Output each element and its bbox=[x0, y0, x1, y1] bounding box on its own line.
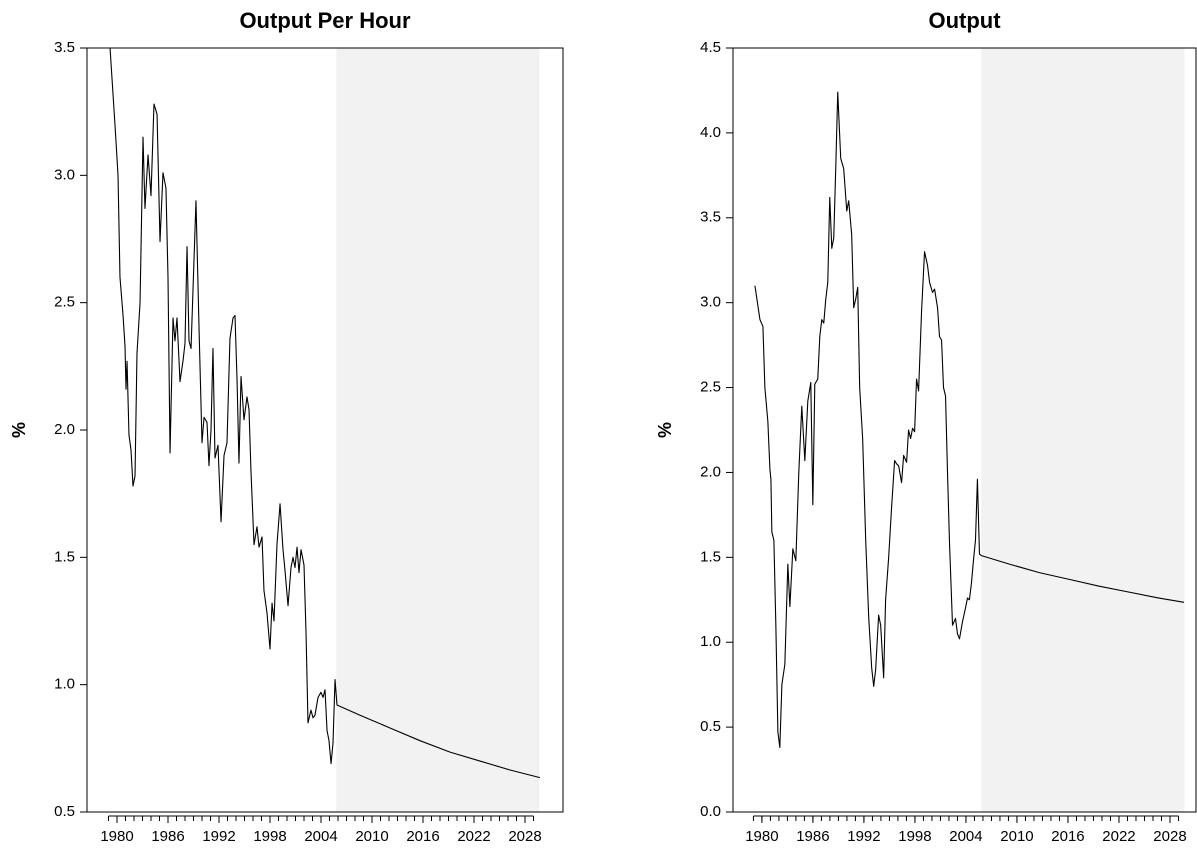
x-tick-label: 1986 bbox=[796, 828, 829, 845]
chart: Output% 0.0 0.5 1.0 1.5 2.0 2.5 3.0 3.5 4.0 4.5 198… bbox=[655, 8, 1197, 845]
x-tick-label: 1986 bbox=[151, 828, 184, 845]
x-tick-label: 1998 bbox=[898, 828, 931, 845]
y-tick-label: 0.5 bbox=[54, 803, 75, 820]
plot-frame bbox=[732, 47, 1197, 813]
y-tick-label: 2.5 bbox=[700, 379, 721, 396]
forecast-shade bbox=[336, 48, 540, 812]
x-tick-label: 1980 bbox=[100, 828, 133, 845]
x-tick-label: 2016 bbox=[1051, 828, 1084, 845]
y-tick-label: 1.5 bbox=[700, 548, 721, 565]
y-axis-label: % bbox=[655, 422, 675, 438]
y-tick-label: 3.0 bbox=[700, 294, 721, 311]
x-tick-label: 2004 bbox=[949, 828, 982, 845]
y-tick-label: 3.5 bbox=[54, 39, 75, 56]
chart-title: Output Per Hour bbox=[239, 8, 411, 33]
x-tick-label: 2022 bbox=[1102, 828, 1135, 845]
x-tick-label: 2010 bbox=[355, 828, 388, 845]
data-line bbox=[754, 91, 1185, 749]
y-axis-label: % bbox=[9, 422, 29, 438]
y-tick-label: 4.0 bbox=[700, 124, 721, 141]
forecast-shade bbox=[981, 48, 1185, 812]
chart-title: Output bbox=[928, 8, 1001, 33]
y-tick-label: 2.0 bbox=[700, 463, 721, 480]
x-tick-label: 2028 bbox=[508, 828, 541, 845]
x-tick-label: 2010 bbox=[1000, 828, 1033, 845]
y-tick-label: 3.0 bbox=[54, 166, 75, 183]
x-tick-label: 2028 bbox=[1153, 828, 1186, 845]
chart: Output Per Hour% 0.5 1.0 1.5 2.0 2.5 3.0 3.5 198… bbox=[9, 8, 564, 845]
x-tick-label: 1992 bbox=[847, 828, 880, 845]
y-tick-label: 4.5 bbox=[700, 39, 721, 56]
y-tick-label: 1.0 bbox=[700, 633, 721, 650]
y-tick-label: 2.0 bbox=[54, 421, 75, 438]
x-tick-label: 1998 bbox=[253, 828, 286, 845]
y-tick-label: 1.0 bbox=[54, 676, 75, 693]
data-line bbox=[109, 47, 541, 779]
y-tick-label: 0.0 bbox=[700, 803, 721, 820]
x-tick-label: 2016 bbox=[406, 828, 439, 845]
y-tick-label: 0.5 bbox=[700, 718, 721, 735]
x-tick-label: 1980 bbox=[745, 828, 778, 845]
y-tick-label: 2.5 bbox=[54, 294, 75, 311]
x-tick-label: 1992 bbox=[202, 828, 235, 845]
y-tick-label: 1.5 bbox=[54, 548, 75, 565]
x-tick-label: 2004 bbox=[304, 828, 337, 845]
y-tick-label: 3.5 bbox=[700, 209, 721, 226]
x-tick-label: 2022 bbox=[457, 828, 490, 845]
